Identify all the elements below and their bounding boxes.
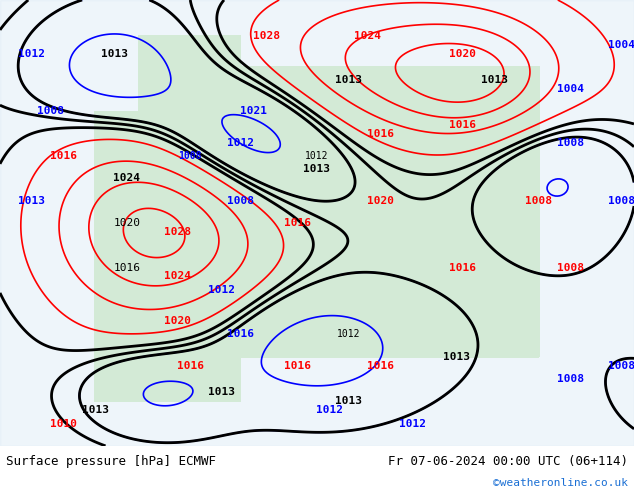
- Text: 1012: 1012: [399, 418, 425, 429]
- Text: 1024: 1024: [164, 271, 191, 281]
- Text: 1020: 1020: [164, 316, 191, 326]
- Text: 1008: 1008: [608, 196, 634, 206]
- Text: 1004: 1004: [557, 84, 584, 94]
- Text: 1013: 1013: [209, 388, 235, 397]
- Text: 1008: 1008: [526, 196, 552, 206]
- Text: 1016: 1016: [285, 361, 311, 370]
- Text: 1016: 1016: [177, 361, 204, 370]
- Text: 1012: 1012: [305, 151, 329, 161]
- Text: 1020: 1020: [450, 49, 476, 58]
- Text: 1028: 1028: [253, 31, 280, 41]
- Text: 1024: 1024: [354, 31, 381, 41]
- Text: 1008: 1008: [228, 196, 254, 206]
- Text: 1013: 1013: [481, 75, 508, 85]
- Text: 1024: 1024: [113, 173, 140, 183]
- Text: 1020: 1020: [367, 196, 394, 206]
- Text: 1016: 1016: [113, 263, 140, 272]
- Text: 1013: 1013: [304, 165, 330, 174]
- Text: 1012: 1012: [316, 405, 343, 415]
- Text: 1016: 1016: [228, 329, 254, 340]
- Text: 1028: 1028: [164, 227, 191, 237]
- Text: 1016: 1016: [450, 120, 476, 130]
- Text: 1013: 1013: [335, 396, 362, 406]
- Text: 1016: 1016: [285, 218, 311, 228]
- Text: 1012: 1012: [337, 329, 361, 340]
- Text: 1012: 1012: [209, 285, 235, 295]
- Text: 1013: 1013: [18, 196, 45, 206]
- Text: 1016: 1016: [367, 129, 394, 139]
- Text: 1016: 1016: [450, 263, 476, 272]
- Text: ©weatheronline.co.uk: ©weatheronline.co.uk: [493, 478, 628, 489]
- Text: 1012: 1012: [18, 49, 45, 58]
- Text: 1008: 1008: [178, 151, 202, 161]
- Text: 1004: 1004: [608, 40, 634, 49]
- Text: 1020: 1020: [113, 218, 140, 228]
- Text: 1008: 1008: [557, 374, 584, 384]
- Text: 1008: 1008: [557, 263, 584, 272]
- Text: Surface pressure [hPa] ECMWF: Surface pressure [hPa] ECMWF: [6, 455, 216, 468]
- Text: 1013: 1013: [82, 405, 108, 415]
- Text: Fr 07-06-2024 00:00 UTC (06+114): Fr 07-06-2024 00:00 UTC (06+114): [387, 455, 628, 468]
- Text: 1013: 1013: [335, 75, 362, 85]
- Text: 1013: 1013: [443, 352, 470, 362]
- Text: 1013: 1013: [101, 49, 127, 58]
- Text: 1010: 1010: [50, 418, 77, 429]
- Text: 1016: 1016: [367, 361, 394, 370]
- Text: 1008: 1008: [608, 361, 634, 370]
- Text: 1008: 1008: [37, 106, 64, 117]
- Text: 1016: 1016: [50, 151, 77, 161]
- Text: 1021: 1021: [240, 106, 267, 117]
- Text: 1008: 1008: [557, 138, 584, 147]
- Text: 1012: 1012: [228, 138, 254, 147]
